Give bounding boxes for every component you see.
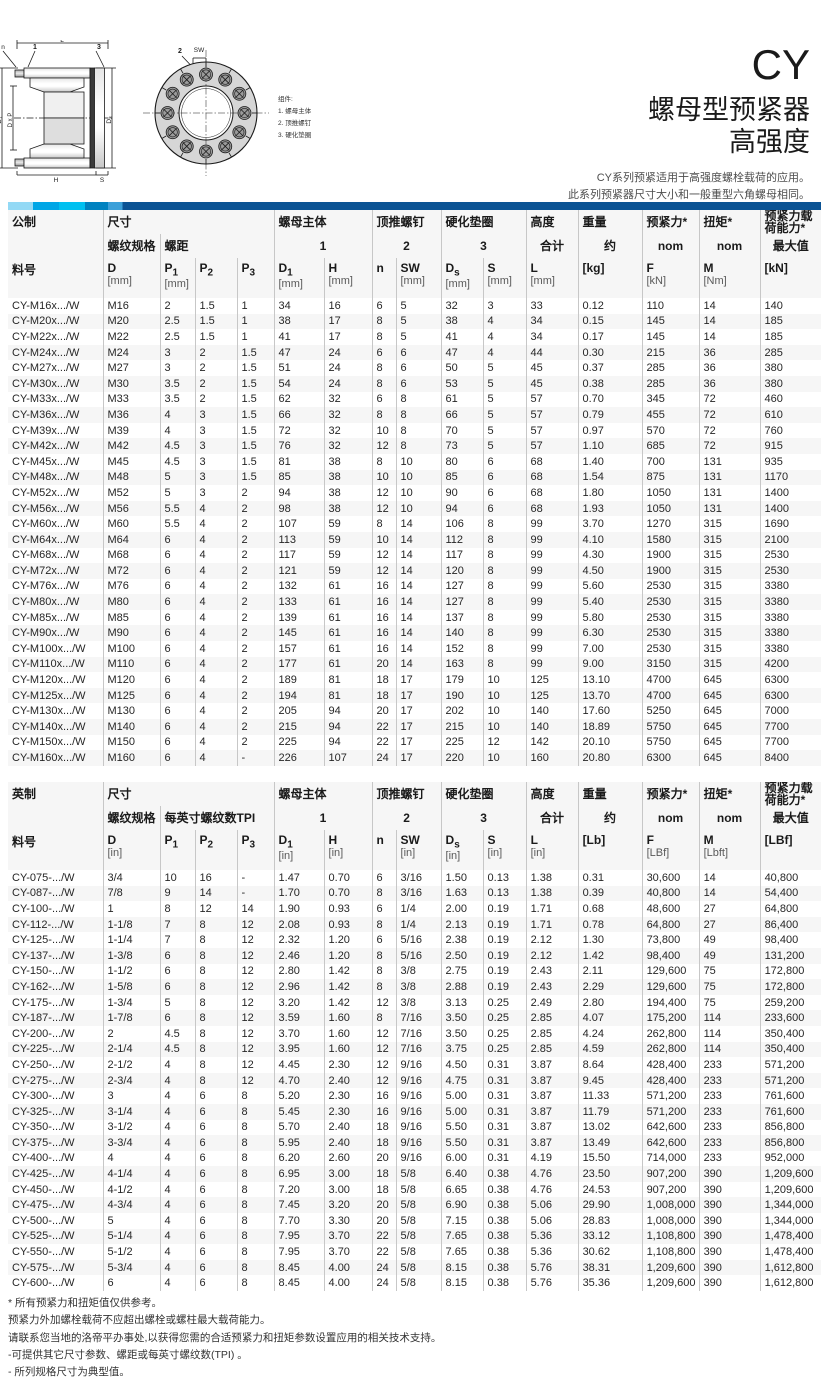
- svg-text:组件:: 组件:: [278, 94, 293, 103]
- svg-text:1: 1: [33, 44, 37, 51]
- svg-text:SW: SW: [194, 47, 205, 54]
- svg-text:L: L: [60, 40, 64, 44]
- svg-text:H: H: [54, 177, 59, 184]
- svg-text:3: 3: [97, 44, 101, 51]
- svg-text:D x P: D x P: [8, 113, 14, 128]
- svg-text:3. 硬化垫圈: 3. 硬化垫圈: [278, 130, 311, 139]
- svg-text:2: 2: [178, 48, 182, 55]
- svg-text:D3: D3: [106, 116, 113, 124]
- svg-text:S: S: [100, 177, 105, 184]
- svg-text:D1: D1: [0, 116, 3, 124]
- svg-text:1. 螺母主体: 1. 螺母主体: [278, 106, 312, 115]
- svg-text:n: n: [1, 44, 5, 51]
- svg-text:2. 顶推螺钉: 2. 顶推螺钉: [278, 118, 312, 127]
